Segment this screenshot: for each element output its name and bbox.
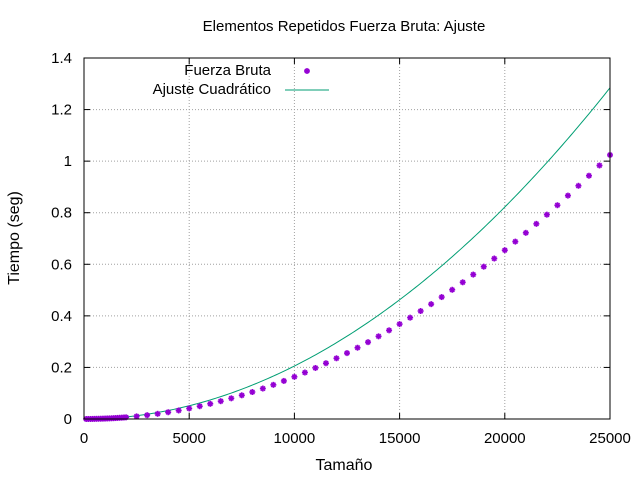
y-tick-label: 1.2 [51,102,72,119]
data-point [312,364,319,371]
data-point [543,211,550,218]
data-point [470,271,477,278]
y-tick-label: 0.6 [51,256,72,273]
x-tick-label: 0 [80,430,88,447]
data-point [322,360,329,367]
data-point [196,403,203,410]
data-point [480,263,487,270]
x-axis-title: Tamaño [316,457,373,474]
data-point [354,344,361,351]
tick-layer: 0 5000 10000 15000 20000 25000 0 0.2 0.4 0.6 0.8 1 1… [51,50,631,447]
x-tick-label: 15000 [379,430,421,447]
data-point [280,377,287,384]
y-tick-label: 0.2 [51,359,72,376]
data-point [428,301,435,308]
data-point [259,385,266,392]
data-point [154,410,161,417]
data-point [407,314,414,321]
data-point [228,395,235,402]
data-point [249,389,256,396]
data-point [238,392,245,399]
data-point [344,350,350,357]
legend-star [304,68,310,74]
legend-marker-fuerza-bruta [304,68,310,74]
data-point [291,373,298,380]
y-axis-title: Tiempo (seg) [6,191,23,285]
x-tick-label: 10000 [274,430,316,447]
x-tick-label: 20000 [484,430,526,447]
data-point [533,220,540,227]
data-point [459,279,466,286]
plot-frame [83,57,611,420]
legend: Fuerza Bruta Ajuste Cuadrático [153,62,329,98]
data-point [564,192,571,199]
y-tick-label: 0.8 [51,205,72,222]
data-point [301,369,308,376]
data-point [449,286,456,293]
y-tick-label: 0.4 [51,308,72,325]
grid-layer [84,58,610,419]
data-point [165,409,172,416]
y-tick-label: 1 [64,153,72,170]
legend-label-fuerza-bruta: Fuerza Bruta [184,62,271,79]
data-point [186,405,193,412]
data-point [596,162,603,169]
data-point [333,355,340,362]
data-point [512,238,519,245]
fit-line [83,87,611,420]
chart-title: Elementos Repetidos Fuerza Bruta: Ajuste [203,18,486,35]
data-point [554,202,561,209]
y-tick-label: 1.4 [51,50,72,67]
data-point [365,339,372,346]
data-point [386,327,393,334]
data-point [491,255,498,262]
data-point [522,229,529,236]
data-point [575,182,582,189]
data-point [217,398,224,405]
data-point [417,308,424,315]
data-point [396,321,403,328]
data-point [501,247,508,254]
x-tick-label: 5000 [173,430,206,447]
data-point [585,172,592,179]
data-point [133,413,140,420]
data-point [175,407,182,414]
series-layer [83,87,613,422]
x-tick-label: 25000 [589,430,631,447]
data-point [375,333,382,340]
y-tick-label: 0 [64,411,72,428]
data-point [438,294,445,301]
data-point [144,412,151,419]
legend-label-ajuste-cuadratico: Ajuste Cuadrático [153,81,271,98]
data-point [270,381,277,388]
data-point [207,400,214,407]
